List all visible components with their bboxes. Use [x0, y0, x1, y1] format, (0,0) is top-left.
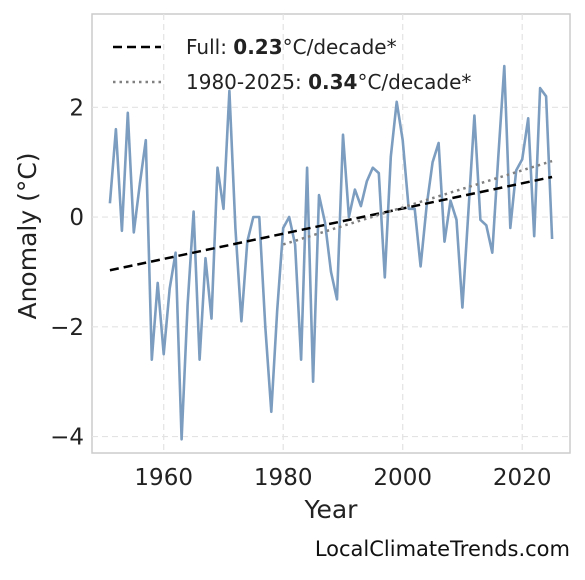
- site-credit: LocalClimateTrends.com: [314, 537, 570, 561]
- legend-entry-1980-2025: 1980-2025: 0.34°C/decade*: [186, 70, 471, 94]
- plot-area: [91, 13, 571, 454]
- legend-1980-2025-unit: °C/decade*: [357, 70, 471, 94]
- legend-1980-2025-rate: 0.34: [308, 70, 357, 94]
- series-layer: [108, 64, 554, 441]
- legend-full-prefix: Full:: [186, 35, 233, 59]
- x-tick-label: 1980: [254, 465, 313, 491]
- full-trend-line: [109, 175, 553, 272]
- grid: [92, 14, 570, 453]
- x-tick-label: 2020: [493, 465, 552, 491]
- y-tick-label: 0: [69, 205, 84, 231]
- x-axis-label: Year: [304, 495, 359, 524]
- anomaly-series-line: [108, 64, 554, 441]
- trend-1980-2025-line: [282, 159, 553, 246]
- x-tick-label: 2000: [373, 465, 432, 491]
- y-axis-label: Anomaly (°C): [13, 152, 42, 319]
- legend-full-rate: 0.23: [233, 35, 282, 59]
- y-tick-label: −4: [50, 425, 84, 451]
- y-tick-label: −2: [50, 315, 84, 341]
- y-tick-label: 2: [69, 95, 84, 121]
- legend-1980-2025-prefix: 1980-2025:: [186, 70, 308, 94]
- legend-full-unit: °C/decade*: [283, 35, 397, 59]
- legend-entry-full: Full: 0.23°C/decade*: [186, 35, 397, 59]
- y-axis-ticks: −4 −2 0 2: [50, 95, 84, 450]
- legend: Full: 0.23°C/decade* 1980-2025: 0.34°C/d…: [113, 35, 471, 94]
- x-axis-ticks: 1960 1980 2000 2020: [134, 465, 551, 491]
- x-tick-label: 1960: [134, 465, 193, 491]
